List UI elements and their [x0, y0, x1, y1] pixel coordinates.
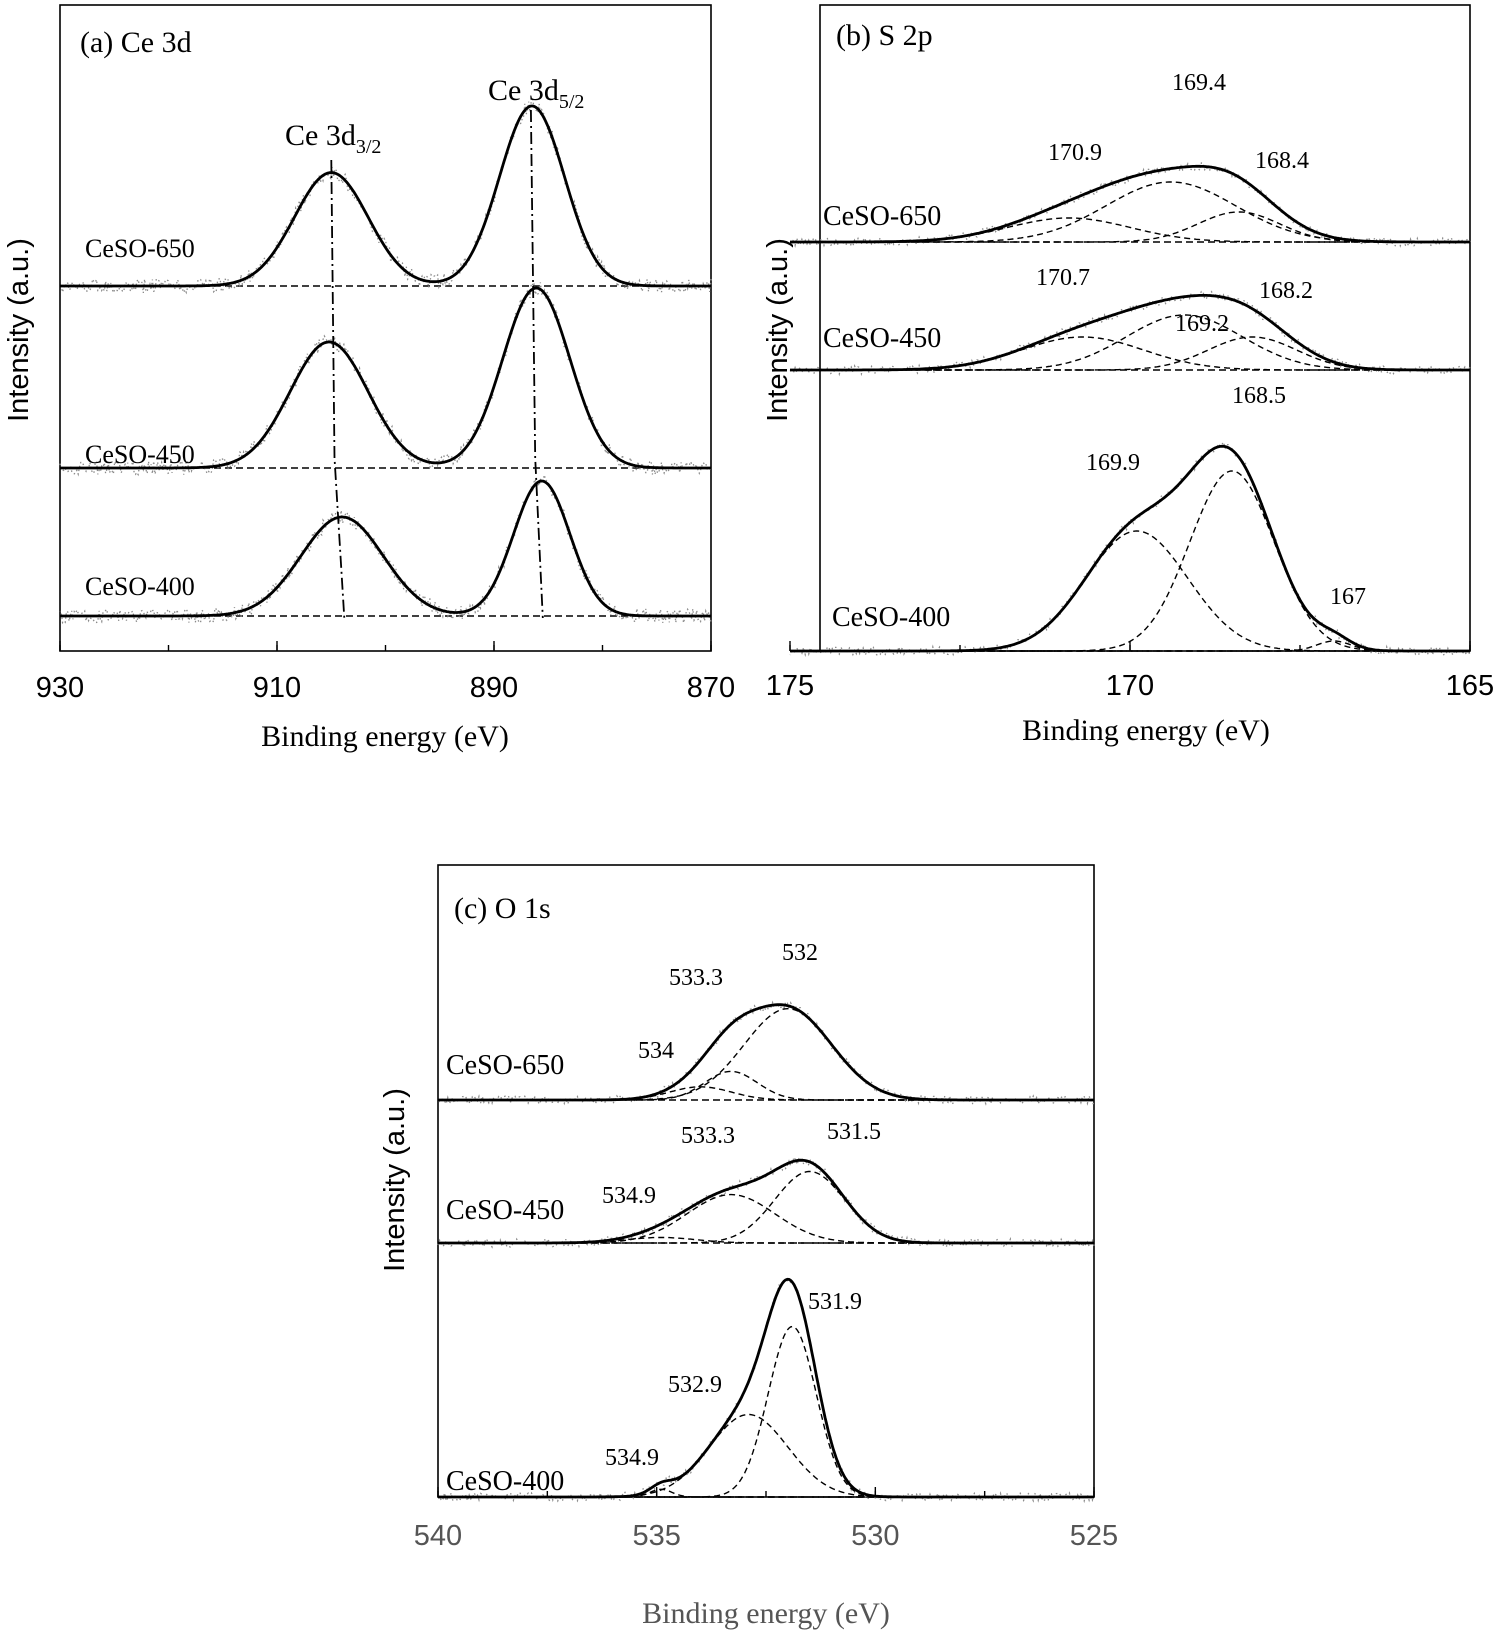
- panel-a-y-label: Intensity (a.u.): [3, 238, 35, 422]
- raw-data-trace: [59, 474, 712, 624]
- series-label-ceso-650: CeSO-650: [823, 201, 941, 232]
- panel-b-plot-area: CeSO-650 170.9 169.4 168.4 CeSO-450 170.7 169.…: [789, 70, 1471, 658]
- peak-label-ce-3d-3-2: Ce 3d3/2: [285, 119, 381, 158]
- fit-envelope: [438, 1003, 1094, 1102]
- x-tick-label: 175: [766, 670, 814, 702]
- series-label-ceso-400: CeSO-400: [85, 572, 195, 601]
- peak-label-533-3: 533.3: [681, 1123, 735, 1149]
- peak-label-main: Ce 3d: [285, 119, 356, 152]
- series-ceso-450: CeSO-450: [59, 280, 712, 477]
- peak-label-167: 167: [1330, 584, 1366, 610]
- peak-label-534-9: 534.9: [602, 1183, 656, 1209]
- panel-b-x-label: Binding energy (eV): [1022, 714, 1270, 747]
- raw-data-trace: [59, 280, 712, 477]
- panel-c-x-label: Binding energy (eV): [642, 1597, 890, 1630]
- series-label-ceso-400: CeSO-400: [832, 602, 950, 633]
- x-tick-label: 525: [1070, 1520, 1118, 1552]
- peak-label-169-9: 169.9: [1086, 450, 1140, 476]
- series-label-ceso-650: CeSO-650: [85, 234, 195, 263]
- x-tick-label: 930: [36, 672, 84, 704]
- fit-envelope: [790, 444, 1470, 653]
- series-ceso-450: CeSO-450 170.7 169.2 168.2: [789, 265, 1471, 377]
- series-ceso-400: CeSO-400 169.9 168.5 167: [789, 383, 1471, 658]
- peak-label-533-3: 533.3: [669, 965, 723, 991]
- peak-guide-line: [330, 159, 346, 619]
- peak-label-subscript: 5/2: [559, 91, 585, 113]
- fit-envelope: [438, 1277, 1094, 1499]
- peak-label-534-9: 534.9: [605, 1445, 659, 1471]
- peak-label-170-7: 170.7: [1036, 265, 1090, 291]
- x-tick-label: 910: [253, 672, 301, 704]
- series-label-ceso-400: CeSO-400: [446, 1466, 564, 1497]
- panel-c-title: (c) O 1s: [454, 892, 551, 925]
- panel-b-title: (b) S 2p: [836, 19, 933, 52]
- peak-label-168-4: 168.4: [1255, 148, 1309, 174]
- series-ceso-450: CeSO-450 534.9 533.3 531.5: [437, 1119, 1095, 1249]
- x-tick-label: 535: [632, 1520, 680, 1552]
- peak-label-532: 532: [782, 940, 818, 966]
- fit-component-534: [438, 1086, 1094, 1101]
- panel-b-y-label: Intensity (a.u.): [762, 238, 794, 422]
- fit-envelope: [438, 1158, 1094, 1245]
- series-ceso-650: CeSO-650 534 533.3 532: [437, 940, 1095, 1106]
- peak-label-169-2: 169.2: [1175, 311, 1229, 337]
- peak-label-531-9: 531.9: [808, 1289, 862, 1315]
- panel-a-frame: [59, 4, 712, 652]
- fit-envelope: [59, 104, 712, 288]
- series-label-ceso-450: CeSO-450: [85, 440, 195, 469]
- series-label-ceso-450: CeSO-450: [446, 1195, 564, 1226]
- series-ceso-650: CeSO-650: [59, 98, 712, 295]
- x-tick-label: 530: [851, 1520, 899, 1552]
- panel-c-o-1s: CeSO-650 534 533.3 532 CeSO-450 534.9 533.3 531…: [379, 864, 1118, 1630]
- x-tick-label: 170: [1106, 670, 1154, 702]
- series-label-ceso-650: CeSO-650: [446, 1050, 564, 1081]
- x-tick-label: 540: [414, 1520, 462, 1552]
- peak-guide-line: [530, 109, 544, 619]
- series-label-ceso-450: CeSO-450: [823, 323, 941, 354]
- fit-envelope: [59, 286, 712, 470]
- peak-label-168-2: 168.2: [1259, 278, 1313, 304]
- panel-a-title: (a) Ce 3d: [80, 26, 192, 59]
- panel-c-y-label: Intensity (a.u.): [379, 1088, 411, 1272]
- fit-component-531-5: [438, 1170, 1094, 1244]
- x-tick-label: 870: [687, 672, 735, 704]
- panel-a-x-label: Binding energy (eV): [261, 720, 509, 753]
- x-tick-label: 890: [470, 672, 518, 704]
- peak-label-subscript: 3/2: [356, 136, 382, 158]
- peak-label-532-9: 532.9: [668, 1372, 722, 1398]
- series-ceso-400: CeSO-400 534.9 532.9 531.9: [437, 1277, 1095, 1504]
- peak-label-531-5: 531.5: [827, 1119, 881, 1145]
- fit-component-169-2: [790, 314, 1470, 371]
- x-tick-label: 165: [1446, 670, 1494, 702]
- panel-b-x-axis: 175 170 165: [766, 641, 1494, 702]
- peak-label-534: 534: [638, 1038, 674, 1064]
- peak-label-main: Ce 3d: [488, 74, 559, 107]
- fit-envelope: [59, 479, 712, 618]
- panel-c-plot-area: CeSO-650 534 533.3 532 CeSO-450 534.9 533.3 531…: [437, 940, 1095, 1504]
- fit-component-169-9: [790, 530, 1470, 652]
- raw-data-trace: [789, 290, 1471, 377]
- series-ceso-650: CeSO-650 170.9 169.4 168.4: [789, 70, 1471, 248]
- fit-component-533-3: [438, 1070, 1094, 1101]
- peak-label-ce-3d-5-2: Ce 3d5/2: [488, 74, 584, 113]
- fit-envelope: [790, 294, 1470, 372]
- panel-a-x-axis: 930 910 890 870: [36, 641, 735, 704]
- series-ceso-400: CeSO-400: [59, 474, 712, 624]
- peak-label-169-4: 169.4: [1172, 70, 1226, 96]
- peak-label-170-9: 170.9: [1048, 140, 1102, 166]
- panel-b-s-2p: CeSO-650 170.9 169.4 168.4 CeSO-450 170.7 169.…: [762, 4, 1494, 747]
- peak-label-168-5: 168.5: [1232, 383, 1286, 409]
- panel-c-x-axis: 540 535 530 525: [414, 1487, 1118, 1552]
- raw-data-trace: [59, 98, 712, 295]
- fit-envelope: [790, 164, 1470, 244]
